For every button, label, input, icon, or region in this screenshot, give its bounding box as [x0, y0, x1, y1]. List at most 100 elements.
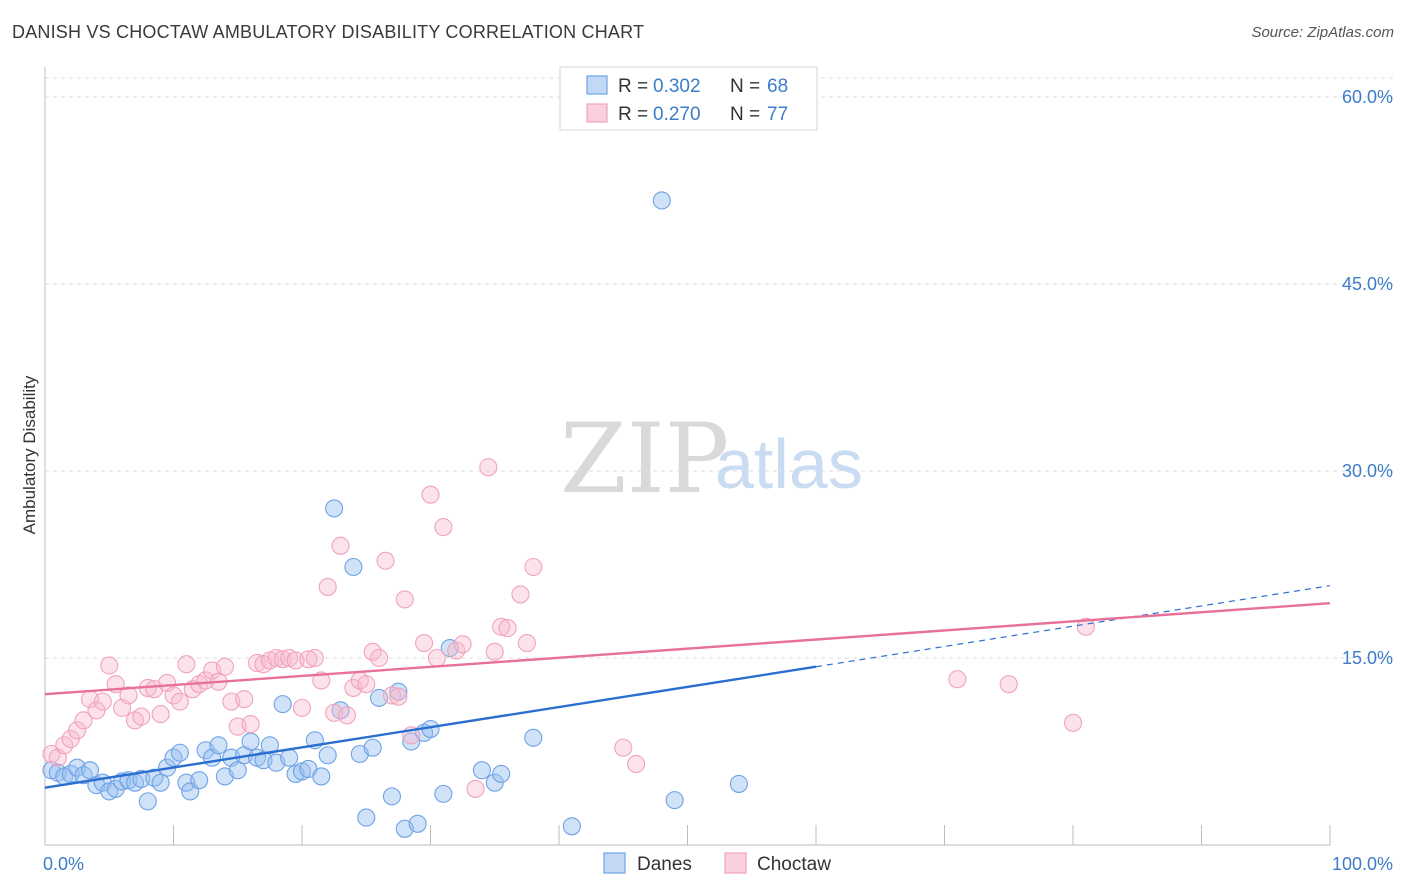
- legend-r-value-danes: 0.302: [653, 76, 701, 97]
- danes-point-34: [260, 736, 279, 755]
- legend-bottom-swatch-danes: [603, 852, 626, 874]
- choctaw-point-63: [466, 779, 485, 798]
- y-tick-label-2: 45.0%: [1342, 274, 1393, 294]
- source-credit: Source: ZipAtlas.com: [1251, 24, 1394, 41]
- legend-n-label-danes: N =: [730, 76, 760, 97]
- choctaw-point-70: [524, 557, 543, 577]
- danes-point-62: [492, 764, 511, 783]
- choctaw-point-49: [357, 675, 376, 694]
- choctaw-point-74: [999, 675, 1018, 694]
- legend-r-label-choctaw: R =: [618, 104, 648, 125]
- axes: [44, 67, 1331, 846]
- choctaw-point-52: [376, 551, 395, 570]
- choctaw-point-24: [196, 671, 215, 690]
- choctaw-point-41: [305, 648, 324, 668]
- legend-n-value-danes: 68: [767, 76, 788, 97]
- y-axis-label: Ambulatory Disability: [20, 375, 39, 534]
- danes-point-31: [241, 732, 260, 751]
- x-tick-label-1: 100.0%: [1332, 854, 1393, 874]
- danes-point-23: [190, 771, 209, 790]
- choctaw-point-69: [517, 633, 536, 653]
- choctaw-point-30: [235, 690, 254, 709]
- danes-point-44: [325, 499, 344, 518]
- legend-bottom-swatch-choctaw: [724, 852, 747, 874]
- choctaw-point-75: [1063, 713, 1083, 732]
- legend-swatch-danes: [586, 75, 608, 95]
- danes-point-42: [312, 767, 331, 786]
- choctaw-point-40: [299, 650, 318, 669]
- danes-point-29: [228, 761, 247, 780]
- choctaw-point-71: [614, 738, 633, 757]
- legend-n-label-choctaw: N =: [730, 104, 760, 125]
- choctaw-point-59: [427, 648, 446, 668]
- x-tick-labels: 0.0% 100.0%: [43, 854, 1393, 874]
- y-tick-labels: 15.0% 30.0% 45.0% 60.0%: [1342, 87, 1393, 668]
- danes-point-49: [363, 738, 382, 757]
- choctaw-point-17: [151, 705, 170, 724]
- gridlines: [45, 77, 1394, 659]
- y-tick-label-3: 60.0%: [1342, 87, 1393, 107]
- watermark-zip: ZIP: [560, 403, 729, 515]
- x-tick-label-0: 0.0%: [43, 854, 84, 874]
- choctaw-point-39: [292, 698, 312, 717]
- series-choctaw: [42, 458, 1095, 798]
- danes-point-37: [280, 748, 299, 767]
- choctaw-point-53: [382, 686, 402, 705]
- choctaw-point-20: [170, 692, 189, 711]
- choctaw-point-73: [948, 670, 967, 689]
- legend-n-value-choctaw: 77: [767, 104, 788, 125]
- danes-point-36: [273, 695, 292, 714]
- danes-point-10: [106, 779, 125, 798]
- trend-lines: [44, 585, 1331, 789]
- choctaw-point-27: [215, 657, 234, 676]
- choctaw-point-42: [312, 671, 331, 690]
- choctaw-point-9: [100, 656, 119, 675]
- choctaw-point-38: [286, 651, 305, 670]
- danes-point-54: [402, 732, 421, 751]
- choctaw-point-60: [434, 518, 453, 537]
- choctaw-point-5: [74, 711, 93, 730]
- danes-point-63: [524, 728, 543, 747]
- choctaw-point-57: [415, 633, 434, 653]
- legend-bottom-label-danes: Danes: [637, 854, 692, 875]
- danes-point-6: [80, 761, 100, 780]
- danes-point-55: [408, 814, 427, 833]
- choctaw-point-67: [498, 619, 517, 638]
- choctaw-point-58: [421, 485, 440, 504]
- legend-r-value-choctaw: 0.270: [653, 104, 701, 125]
- choctaw-trend-line: [44, 601, 1331, 696]
- chart-title: DANISH VS CHOCTAW AMBULATORY DISABILITY …: [12, 22, 645, 42]
- choctaw-point-65: [485, 642, 504, 661]
- y-tick-label-0: 15.0%: [1342, 648, 1393, 668]
- danes-point-48: [357, 808, 376, 827]
- choctaw-point-14: [132, 707, 151, 726]
- choctaw-point-64: [479, 458, 498, 477]
- danes-point-15: [138, 792, 157, 811]
- choctaw-point-43: [318, 577, 337, 596]
- choctaw-point-55: [395, 590, 414, 609]
- legend-swatch-choctaw: [586, 103, 608, 123]
- danes-trend-line: [44, 665, 817, 789]
- choctaw-point-35: [267, 648, 286, 668]
- y-tick-label-1: 30.0%: [1342, 461, 1393, 481]
- choctaw-point-72: [627, 754, 646, 774]
- choctaw-point-21: [177, 655, 196, 674]
- choctaw-point-66: [492, 617, 511, 636]
- danes-point-26: [209, 736, 228, 755]
- danes-point-58: [434, 784, 453, 803]
- choctaw-point-31: [241, 715, 260, 734]
- danes-point-67: [729, 774, 748, 793]
- danes-point-51: [382, 787, 402, 806]
- data-points: [42, 191, 1095, 838]
- danes-point-43: [318, 746, 337, 765]
- choctaw-point-36: [273, 650, 292, 669]
- choctaw-point-51: [370, 648, 389, 668]
- choctaw-point-4: [68, 721, 87, 740]
- legend-bottom: Danes Choctaw: [603, 852, 831, 875]
- choctaw-point-45: [331, 536, 350, 555]
- danes-trend-extension: [815, 585, 1331, 668]
- danes-point-46: [344, 557, 363, 577]
- choctaw-point-62: [453, 635, 472, 654]
- choctaw-point-12: [119, 686, 138, 705]
